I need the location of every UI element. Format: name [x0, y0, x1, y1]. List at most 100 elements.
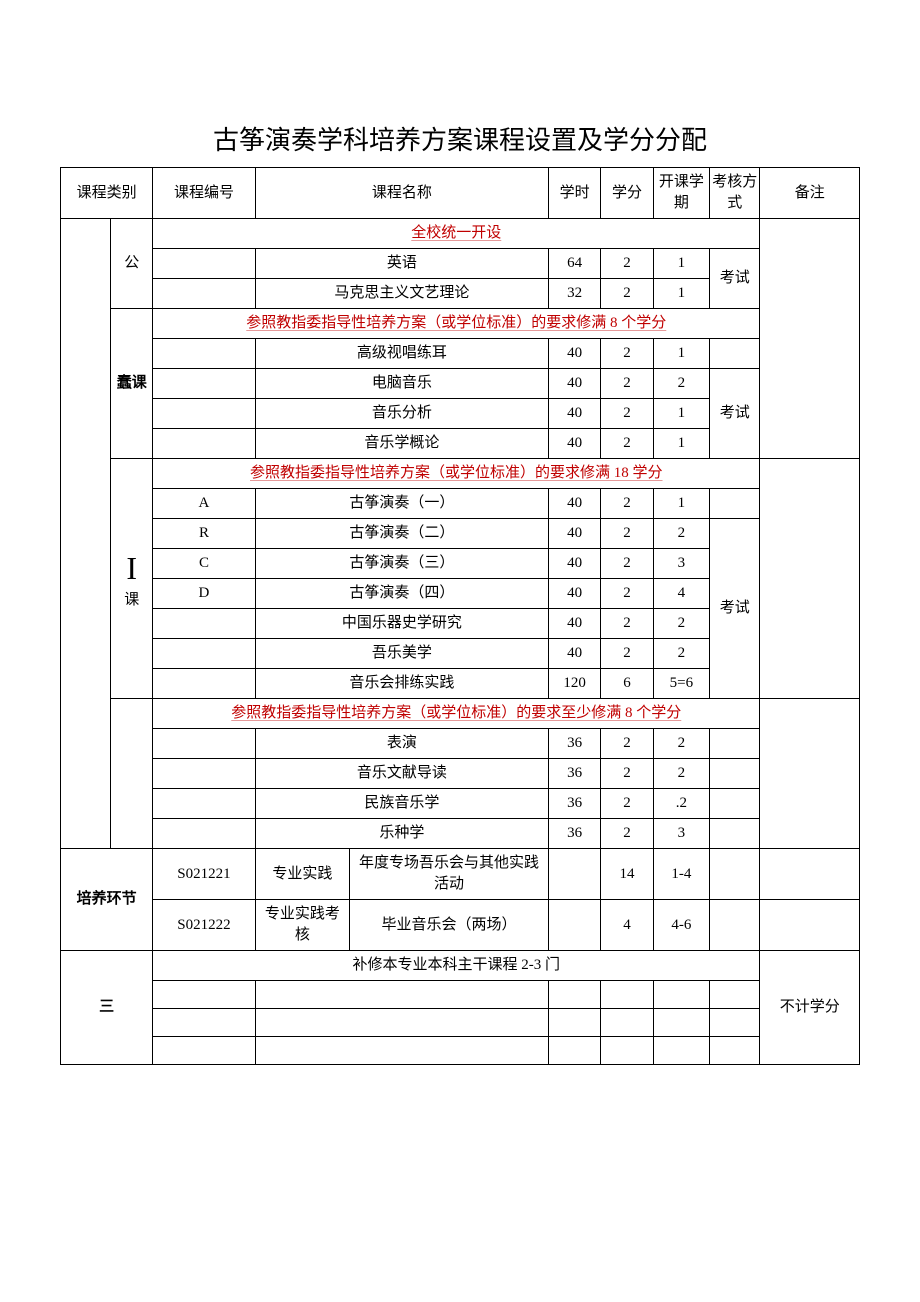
- exam-cell: 考试: [710, 369, 760, 459]
- credits-cell: 2: [601, 519, 653, 549]
- credits-cell: 2: [601, 399, 653, 429]
- table-row: A 古筝演奏（一） 40 2 1: [61, 489, 860, 519]
- table-row: 三 补修本专业本科主干课程 2-3 门 不计学分: [61, 951, 860, 981]
- table-row: 乐种学 36 2 3: [61, 819, 860, 849]
- credits-cell: 2: [601, 789, 653, 819]
- header-row: 课程类别 课程编号 课程名称 学时 学分 开课学期 考核方式 备注: [61, 168, 860, 219]
- subname-cell: 专业实践考核: [255, 900, 349, 951]
- section-note: 参照教指委指导性培养方案（或学位标准）的要求至少修满 8 个学分: [153, 699, 760, 729]
- term-cell: 3: [653, 819, 710, 849]
- table-row: 蠢课 参照教指委指导性培养方案（或学位标准）的要求修满 8 个学分: [61, 309, 860, 339]
- name-cell: 古筝演奏（二）: [255, 519, 548, 549]
- table-row: [61, 981, 860, 1009]
- code-cell: [153, 609, 256, 639]
- code-cell: [153, 1037, 256, 1065]
- table-row: S021222 专业实践考核 毕业音乐会（两场） 4 4-6: [61, 900, 860, 951]
- name-cell: 古筝演奏（四）: [255, 579, 548, 609]
- subname-cell: 专业实践: [255, 849, 349, 900]
- category-level2-canke: 蠢课: [111, 309, 153, 459]
- credits-cell: 2: [601, 759, 653, 789]
- name-cell: 年度专场吾乐会与其他实践活动: [349, 849, 548, 900]
- credits-cell: 2: [601, 489, 653, 519]
- code-cell: A: [153, 489, 256, 519]
- exam-cell: [710, 900, 760, 951]
- hours-cell: 40: [548, 399, 600, 429]
- category-level2-i-ke: I 课: [111, 459, 153, 699]
- hours-cell: [548, 900, 600, 951]
- section-note: 补修本专业本科主干课程 2-3 门: [153, 951, 760, 981]
- header-hours: 学时: [548, 168, 600, 219]
- section-note: 参照教指委指导性培养方案（或学位标准）的要求修满 18 学分: [153, 459, 760, 489]
- code-cell: [153, 759, 256, 789]
- exam-cell: [710, 981, 760, 1009]
- hours-cell: 36: [548, 729, 600, 759]
- table-row: 英语 64 2 1 考试: [61, 249, 860, 279]
- document-page: 古筝演奏学科培养方案课程设置及学分分配 课程类别 课程编号 课程名称 学时 学分…: [0, 0, 920, 1125]
- table-row: 电脑音乐 40 2 2 考试: [61, 369, 860, 399]
- credits-cell: 14: [601, 849, 653, 900]
- remark-cell: [760, 849, 860, 900]
- code-cell: [153, 249, 256, 279]
- exam-cell: [710, 1037, 760, 1065]
- hours-cell: [548, 1037, 600, 1065]
- term-cell: 2: [653, 639, 710, 669]
- name-cell: 乐种学: [255, 819, 548, 849]
- credits-cell: [601, 981, 653, 1009]
- table-row: 表演 36 2 2: [61, 729, 860, 759]
- code-cell: S021221: [153, 849, 256, 900]
- credits-cell: 2: [601, 249, 653, 279]
- remark-cell: [760, 699, 860, 849]
- name-cell: 马克思主义文艺理论: [255, 279, 548, 309]
- term-cell: .2: [653, 789, 710, 819]
- term-cell: 2: [653, 609, 710, 639]
- header-credits: 学分: [601, 168, 653, 219]
- term-cell: 2: [653, 759, 710, 789]
- term-cell: 1: [653, 429, 710, 459]
- name-cell: 古筝演奏（一）: [255, 489, 548, 519]
- term-cell: 2: [653, 369, 710, 399]
- table-row: 培养环节 S021221 专业实践 年度专场吾乐会与其他实践活动 14 1-4: [61, 849, 860, 900]
- credits-cell: 2: [601, 549, 653, 579]
- header-note: 备注: [760, 168, 860, 219]
- category-level2-gong: 公: [111, 219, 153, 309]
- table-row: [61, 1037, 860, 1065]
- hours-cell: 40: [548, 429, 600, 459]
- name-cell: [255, 1009, 548, 1037]
- term-cell: 3: [653, 549, 710, 579]
- exam-cell: [710, 819, 760, 849]
- table-row: 民族音乐学 36 2 .2: [61, 789, 860, 819]
- remark-cell: [760, 219, 860, 459]
- hours-cell: 40: [548, 579, 600, 609]
- table-row: R 古筝演奏（二） 40 2 2 考试: [61, 519, 860, 549]
- exam-cell: [710, 489, 760, 519]
- category-level2-blank: [111, 699, 153, 849]
- header-term: 开课学期: [653, 168, 710, 219]
- exam-cell: [710, 789, 760, 819]
- name-cell: 中国乐器史学研究: [255, 609, 548, 639]
- category-training: 培养环节: [61, 849, 153, 951]
- term-cell: 1: [653, 399, 710, 429]
- category-san: 三: [61, 951, 153, 1065]
- header-exam: 考核方式: [710, 168, 760, 219]
- credits-cell: 2: [601, 339, 653, 369]
- hours-cell: [548, 849, 600, 900]
- name-cell: 高级视唱练耳: [255, 339, 548, 369]
- table-row: 公 全校统一开设: [61, 219, 860, 249]
- code-cell: [153, 279, 256, 309]
- code-cell: C: [153, 549, 256, 579]
- code-cell: [153, 981, 256, 1009]
- section-note: 参照教指委指导性培养方案（或学位标准）的要求修满 8 个学分: [153, 309, 760, 339]
- name-cell: 表演: [255, 729, 548, 759]
- table-row: 音乐文献导读 36 2 2: [61, 759, 860, 789]
- name-cell: 毕业音乐会（两场）: [349, 900, 548, 951]
- credits-cell: 2: [601, 729, 653, 759]
- term-cell: 1: [653, 249, 710, 279]
- term-cell: 4: [653, 579, 710, 609]
- term-cell: [653, 981, 710, 1009]
- credits-cell: 2: [601, 429, 653, 459]
- table-row: [61, 1009, 860, 1037]
- remark-cell: [760, 459, 860, 699]
- hours-cell: 40: [548, 369, 600, 399]
- table-row: I 课 参照教指委指导性培养方案（或学位标准）的要求修满 18 学分: [61, 459, 860, 489]
- code-cell: [153, 729, 256, 759]
